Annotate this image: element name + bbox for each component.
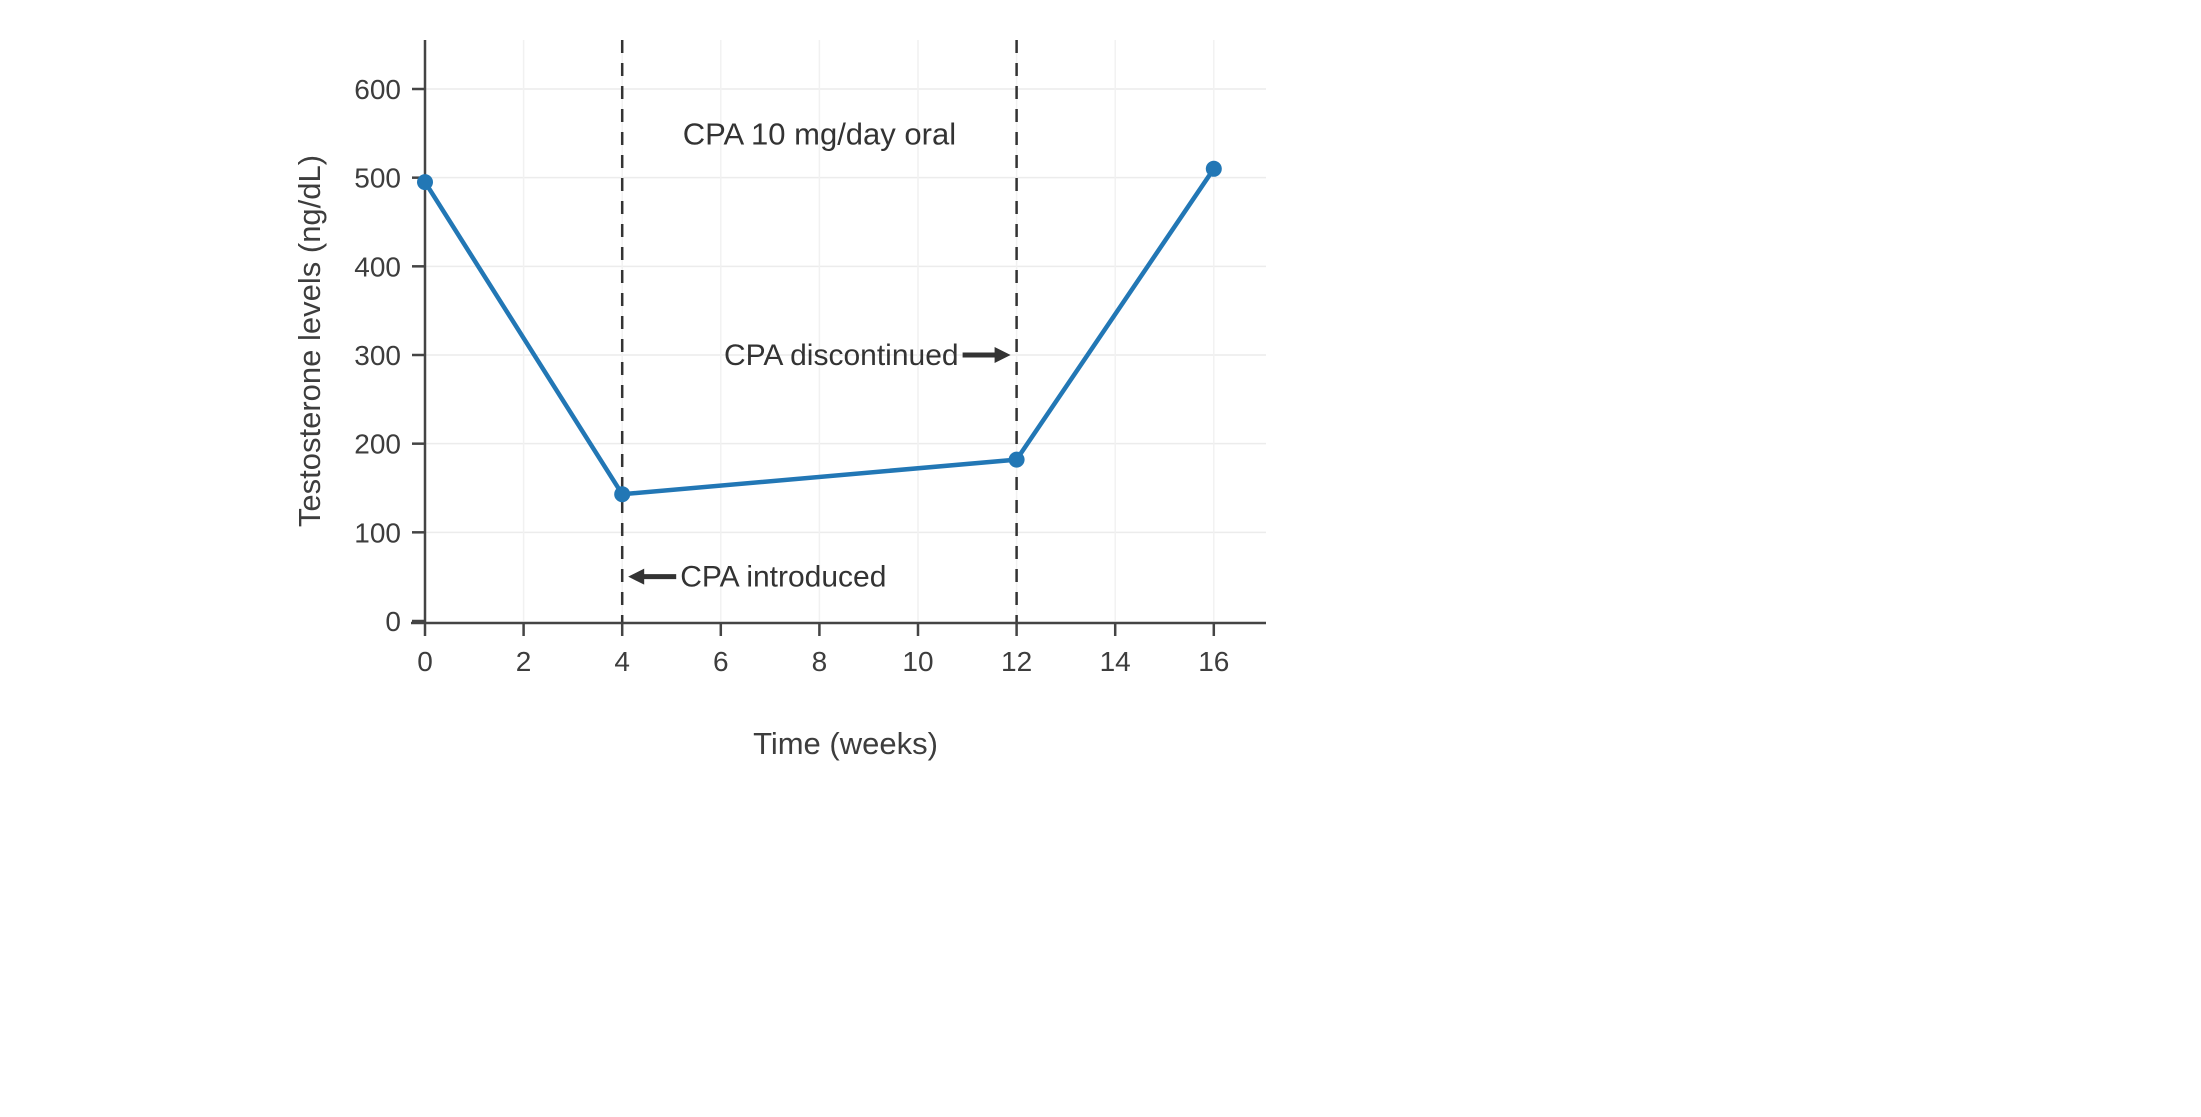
y-tick-label: 300: [354, 340, 401, 371]
annotation-cpa-discontinued: CPA discontinued: [724, 339, 959, 372]
y-tick-label: 200: [354, 429, 401, 460]
annotation-cpa-introduced: CPA introduced: [680, 561, 886, 594]
y-tick-label: 0: [385, 606, 401, 637]
data-point-week-4: [614, 486, 631, 503]
annotation-treatment-label: CPA 10 mg/day oral: [683, 116, 956, 151]
testosterone-line: [422, 166, 1217, 497]
x-tick-label: 2: [516, 646, 532, 677]
y-tick-label: 500: [354, 163, 401, 194]
y-tick-label: 100: [354, 517, 401, 548]
y-axis-title: Testosterone levels (ng/dL): [292, 154, 327, 528]
x-tick-label: 10: [902, 646, 933, 677]
x-tick-label: 16: [1198, 646, 1229, 677]
x-axis-title: Time (weeks): [753, 726, 938, 761]
y-tick-label: 600: [354, 74, 401, 105]
data-point-week-16: [1205, 160, 1222, 177]
x-tick-label: 4: [614, 646, 630, 677]
y-tick-label: 400: [354, 251, 401, 282]
x-tick-label: 12: [1001, 646, 1032, 677]
data-point-week-12: [1008, 451, 1025, 468]
x-tick-label: 8: [812, 646, 828, 677]
x-tick-label: 0: [417, 646, 433, 677]
x-tick-label: 6: [713, 646, 729, 677]
arrow-right-head: [994, 347, 1011, 363]
arrow-left-head: [628, 568, 645, 585]
data-point-week-0: [417, 174, 433, 191]
x-tick-label: 14: [1100, 646, 1131, 677]
